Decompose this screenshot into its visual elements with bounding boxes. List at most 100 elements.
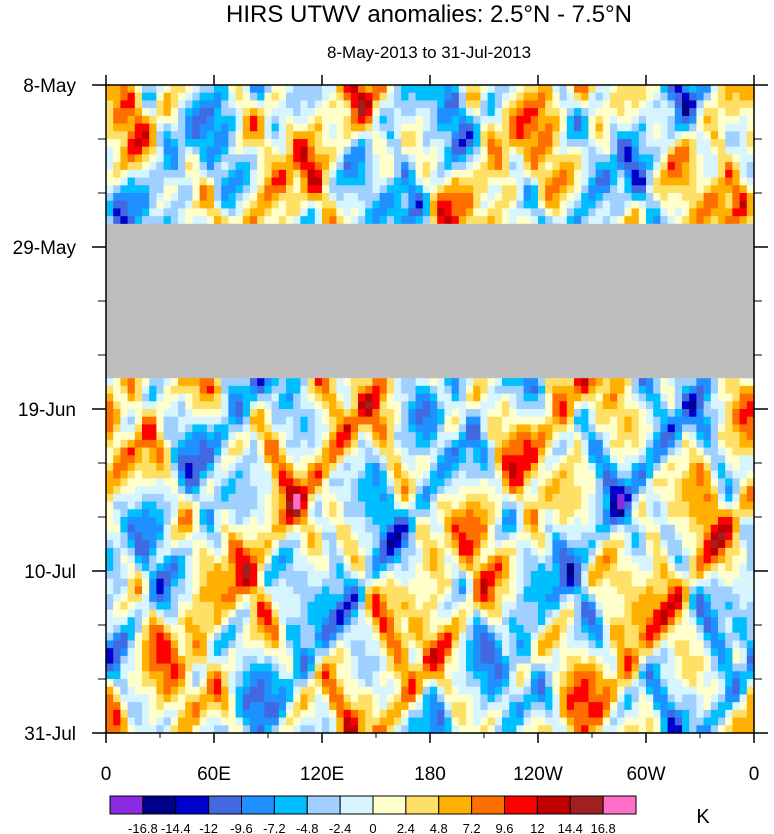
field-cell — [134, 162, 143, 171]
field-cell — [199, 401, 208, 410]
field-cell — [638, 401, 647, 410]
field-cell — [516, 177, 525, 186]
field-cell — [444, 208, 453, 217]
field-cell — [646, 177, 654, 186]
field-cell — [271, 486, 280, 495]
field-cell — [142, 416, 150, 426]
field-cell — [610, 100, 618, 109]
field-cell — [214, 378, 222, 387]
field-cell — [466, 393, 474, 402]
field-cell — [170, 463, 179, 472]
field-cell — [602, 146, 611, 156]
field-cell — [574, 154, 582, 163]
field-cell — [718, 493, 726, 503]
field-cell — [444, 478, 453, 487]
field-cell — [322, 139, 330, 148]
field-cell — [343, 424, 352, 433]
field-cell — [530, 123, 539, 132]
field-cell — [336, 123, 345, 132]
field-cell — [106, 200, 114, 210]
field-cell — [574, 131, 582, 140]
field-cell — [372, 416, 381, 426]
field-cell — [185, 439, 193, 449]
field-cell — [581, 486, 589, 495]
field-cell — [746, 216, 755, 225]
field-cell — [221, 162, 229, 171]
field-cell — [430, 424, 438, 433]
field-cell — [170, 509, 179, 518]
field-cell — [494, 409, 503, 418]
field-cell — [653, 92, 661, 102]
field-cell — [343, 123, 352, 132]
field-cell — [638, 478, 647, 487]
field-cell — [466, 409, 474, 418]
field-cell — [199, 409, 208, 418]
field-cell — [394, 193, 402, 202]
field-cell — [588, 463, 597, 472]
field-cell — [444, 493, 453, 503]
field-cell — [674, 108, 683, 117]
field-cell — [660, 455, 669, 464]
field-cell — [725, 85, 733, 94]
field-cell — [502, 455, 510, 464]
field-cell — [566, 378, 575, 387]
field-cell — [401, 108, 409, 117]
field-cell — [458, 470, 467, 480]
field-cell — [314, 493, 323, 503]
field-cell — [235, 447, 244, 456]
field-cell — [415, 123, 424, 132]
field-cell — [588, 208, 597, 217]
field-cell — [487, 501, 496, 510]
field-cell — [336, 154, 345, 163]
field-cell — [314, 501, 323, 510]
field-cell — [660, 486, 669, 495]
field-cell — [746, 447, 755, 456]
field-cell — [350, 139, 359, 148]
field-cell — [293, 470, 301, 480]
field-cell — [552, 169, 561, 179]
field-cell — [530, 216, 539, 225]
field-cell — [466, 115, 474, 125]
field-cell — [185, 470, 193, 480]
field-cell — [725, 208, 733, 217]
field-cell — [372, 439, 381, 449]
field-cell — [235, 216, 244, 225]
field-cell — [422, 216, 431, 225]
field-cell — [307, 432, 316, 441]
field-cell — [581, 115, 589, 125]
field-cell — [574, 385, 582, 395]
field-cell — [725, 493, 733, 503]
field-cell — [480, 154, 489, 163]
field-cell — [718, 146, 726, 156]
field-cell — [624, 432, 633, 441]
field-cell — [379, 509, 388, 518]
field-cell — [242, 409, 251, 418]
field-cell — [185, 401, 193, 410]
field-cell — [502, 501, 510, 510]
field-cell — [552, 193, 561, 202]
field-cell — [336, 455, 345, 464]
field-cell — [530, 146, 539, 156]
field-cell — [314, 470, 323, 480]
field-cell — [552, 470, 561, 480]
field-cell — [682, 123, 690, 132]
field-cell — [106, 493, 114, 503]
field-cell — [120, 393, 129, 402]
field-cell — [336, 200, 345, 210]
field-cell — [365, 378, 373, 387]
field-cell — [350, 108, 359, 117]
field-cell — [134, 146, 143, 156]
field-cell — [278, 478, 287, 487]
field-cell — [646, 486, 654, 495]
field-cell — [480, 409, 489, 418]
field-cell — [545, 455, 553, 464]
field-cell — [530, 139, 539, 148]
field-cell — [394, 108, 402, 117]
field-cell — [430, 509, 438, 518]
field-cell — [509, 193, 517, 202]
field-cell — [588, 92, 597, 102]
field-cell — [588, 200, 597, 210]
field-cell — [365, 154, 373, 163]
field-cell — [106, 208, 114, 217]
field-cell — [365, 432, 373, 441]
